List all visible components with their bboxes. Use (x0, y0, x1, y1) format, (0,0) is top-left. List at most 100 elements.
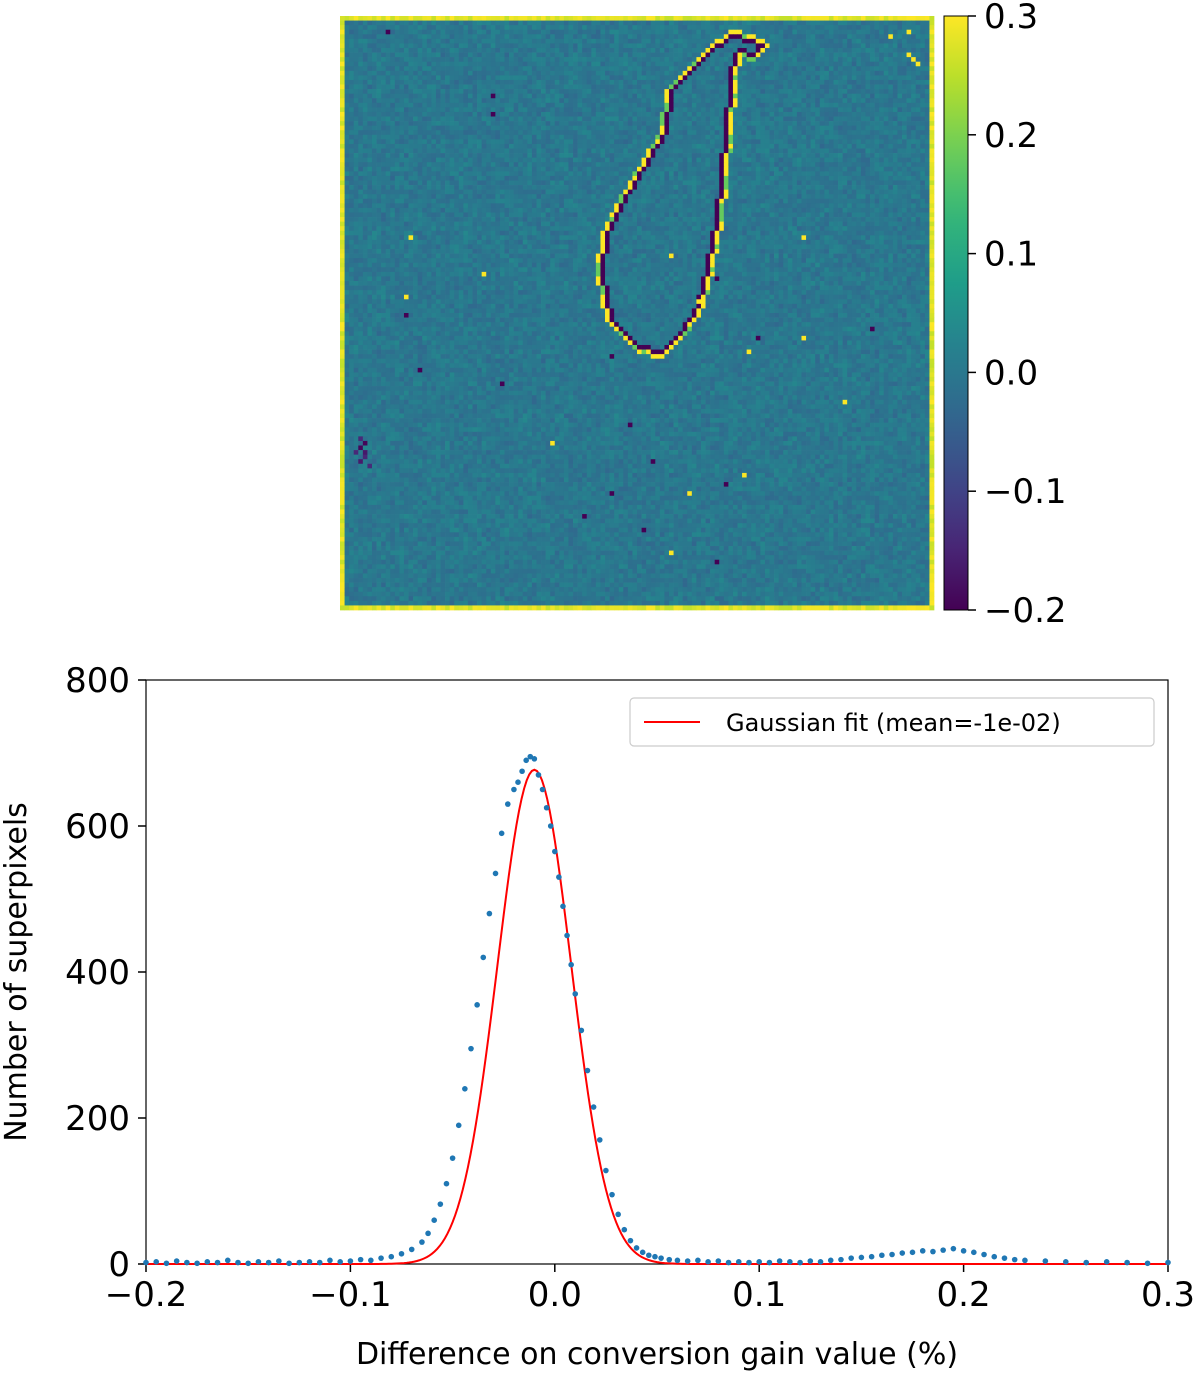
heatmap-cell (723, 148, 729, 154)
heatmap-cell (472, 116, 478, 122)
heatmap-cell (358, 66, 364, 72)
heatmap-cell (705, 61, 711, 67)
heatmap-cell (787, 38, 793, 44)
heatmap-cell (573, 70, 578, 76)
heatmap-cell (499, 20, 505, 26)
heatmap-cell (723, 98, 729, 104)
heatmap-cell (408, 43, 414, 49)
heatmap-cell (472, 175, 478, 181)
heatmap-cell (541, 139, 546, 145)
heatmap-cell (637, 34, 642, 40)
heatmap-cell (764, 89, 770, 95)
heatmap-cell (906, 34, 912, 40)
heatmap-cell (737, 139, 743, 145)
heatmap-cell (888, 20, 894, 26)
heatmap-cell (358, 70, 364, 76)
heatmap-cell (860, 89, 866, 95)
heatmap-cell (728, 79, 734, 85)
heatmap-cell (458, 107, 464, 113)
heatmap-cell (787, 75, 793, 81)
heatmap-cell (349, 16, 355, 21)
heatmap-cell (920, 52, 926, 58)
heatmap-cell (563, 75, 569, 81)
heatmap-cell (737, 25, 743, 31)
heatmap-cell (682, 148, 688, 154)
heatmap-cell (577, 89, 583, 95)
heatmap-cell (399, 153, 405, 158)
heatmap-cell (874, 20, 880, 26)
heatmap-cell (842, 98, 848, 104)
heatmap-cell (792, 47, 798, 53)
heatmap-cell (682, 25, 688, 31)
heatmap-cell (568, 47, 574, 53)
heatmap-cell (490, 139, 496, 145)
heatmap-cell (518, 84, 524, 90)
heatmap-cell (742, 171, 748, 177)
heatmap-cell (659, 107, 665, 113)
heatmap-cell (614, 61, 620, 67)
heatmap-cell (824, 130, 830, 136)
heatmap-cell (732, 25, 738, 31)
heatmap-cell (719, 29, 725, 35)
heatmap-cell (600, 75, 606, 81)
heatmap-cell (545, 162, 551, 168)
heatmap-cell (828, 16, 834, 21)
heatmap-cell (792, 25, 798, 31)
heatmap-cell (696, 34, 702, 40)
heatmap-cell (340, 116, 345, 122)
heatmap-cell (700, 107, 706, 113)
heatmap-cell (417, 153, 423, 158)
heatmap-cell (860, 84, 866, 90)
heatmap-cell (340, 89, 345, 95)
heatmap-cell (764, 84, 770, 90)
heatmap-cell (659, 157, 665, 163)
heatmap-cell (870, 43, 875, 49)
heatmap-cell (892, 57, 898, 63)
heatmap-cell (842, 116, 848, 122)
heatmap-cell (828, 134, 834, 140)
heatmap-cell (710, 102, 716, 108)
heatmap-cell (796, 93, 802, 99)
heatmap-cell (408, 175, 414, 181)
heatmap-cell (687, 107, 693, 113)
heatmap-cell (751, 38, 757, 44)
heatmap-cell (915, 57, 921, 63)
heatmap-cell (563, 139, 569, 145)
heatmap-cell (600, 98, 606, 104)
heatmap-cell (769, 102, 775, 108)
heatmap-cell (655, 153, 661, 158)
heatmap-cell (435, 189, 441, 195)
heatmap-cell (518, 38, 524, 44)
heatmap-cell (755, 130, 761, 136)
heatmap-cell (445, 61, 451, 67)
heatmap-cell (911, 130, 917, 136)
heatmap-cell (458, 89, 464, 95)
heatmap-cell (796, 70, 802, 76)
heatmap-cell (344, 57, 350, 63)
heatmap-cell (536, 34, 542, 40)
heatmap-cell (509, 57, 514, 63)
heatmap-cell (371, 148, 377, 154)
heatmap-cell (833, 84, 839, 90)
heatmap-cell (367, 153, 373, 158)
heatmap-cell (586, 75, 592, 81)
heatmap-cell (815, 52, 821, 58)
heatmap-cell (902, 70, 907, 76)
heatmap-cell (609, 93, 615, 99)
heatmap-cell (637, 116, 642, 122)
heatmap-cell (349, 66, 355, 72)
heatmap-cell (769, 98, 775, 104)
heatmap-cell (582, 111, 588, 117)
heatmap-cell (778, 98, 784, 104)
heatmap-cell (458, 130, 464, 136)
heatmap-cell (819, 111, 825, 117)
heatmap-cell (381, 148, 387, 154)
heatmap-cell (618, 148, 624, 154)
heatmap-cell (705, 162, 711, 168)
heatmap-cell (403, 157, 409, 163)
heatmap-cell (349, 43, 355, 49)
heatmap-cell (751, 20, 757, 26)
heatmap-cell (723, 171, 729, 177)
heatmap-cell (929, 143, 935, 149)
heatmap-cell (536, 162, 542, 168)
